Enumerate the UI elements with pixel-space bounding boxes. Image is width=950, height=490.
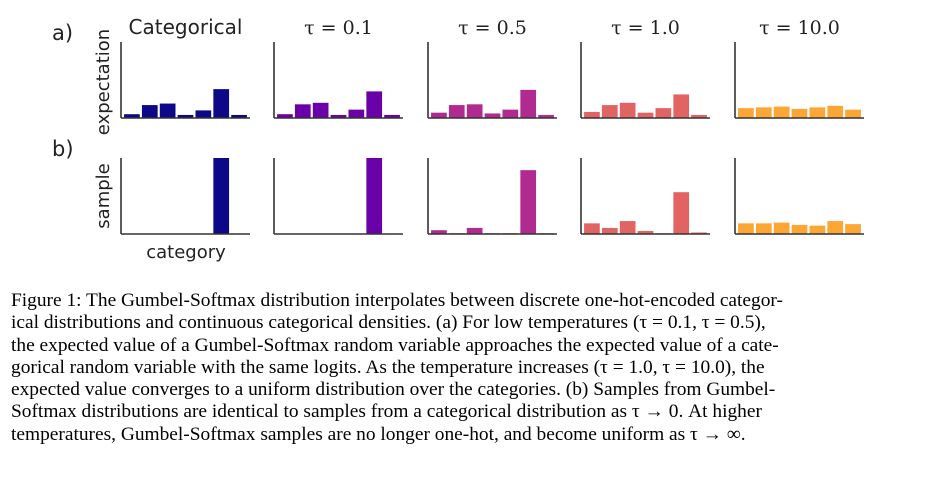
bar-panel <box>580 42 710 119</box>
bar <box>845 109 861 118</box>
gumbel-softmax-figure: a) b) expectation sample category Catego… <box>52 15 864 263</box>
bar-panel <box>734 158 864 235</box>
bar <box>637 230 654 234</box>
column-title: τ = 1.0 <box>611 17 680 39</box>
caption-line: gorical random variable with the same lo… <box>11 356 765 378</box>
bar <box>431 230 447 234</box>
bar <box>584 111 600 118</box>
bar <box>538 114 554 118</box>
bar <box>637 112 654 118</box>
bar <box>619 102 636 118</box>
bar <box>601 227 618 234</box>
bar <box>809 225 826 234</box>
bar <box>431 112 447 118</box>
bar <box>619 221 636 234</box>
bar-panel <box>273 42 403 119</box>
column-title: τ = 0.5 <box>458 17 527 39</box>
column-titles: Categorical τ = 0.1 τ = 0.5 τ = 1.0 τ = 10.0 <box>129 15 840 39</box>
bar-panel <box>120 42 250 119</box>
panels <box>120 42 864 235</box>
bar <box>773 106 790 118</box>
bar <box>827 221 844 234</box>
bar <box>520 89 537 118</box>
bar <box>673 94 690 118</box>
caption-line: Figure 1: The Gumbel-Softmax distributio… <box>11 290 783 311</box>
column-title: Categorical <box>129 15 243 39</box>
bar <box>601 105 618 118</box>
bar <box>277 114 293 118</box>
bar <box>827 105 844 118</box>
ylabel-expectation: expectation <box>93 29 114 135</box>
bar <box>448 105 465 118</box>
bar <box>755 107 772 118</box>
bar <box>502 109 519 118</box>
bar <box>584 223 600 234</box>
bar <box>773 222 790 234</box>
row-label-b: b) <box>52 137 74 161</box>
bar-panel <box>427 42 557 119</box>
bar <box>845 224 861 234</box>
column-title: τ = 0.1 <box>304 17 373 39</box>
bar <box>348 109 365 118</box>
bar <box>755 223 772 234</box>
caption-line: the expected value of a Gumbel-Softmax r… <box>11 334 779 356</box>
ylabel-sample: sample <box>93 163 114 228</box>
bar-panel <box>120 158 250 235</box>
bar <box>384 114 400 118</box>
bar <box>520 170 537 234</box>
bar-panel <box>427 158 557 235</box>
caption-line: ical distributions and continuous catego… <box>11 312 766 334</box>
bar <box>330 114 347 118</box>
bar-panel <box>734 42 864 119</box>
bar <box>231 114 247 118</box>
bar <box>366 158 383 234</box>
bar <box>294 104 311 118</box>
bar-panel <box>580 158 710 235</box>
bar <box>213 158 230 234</box>
bar <box>466 104 483 118</box>
caption-line: expected value converges to a uniform di… <box>11 379 776 401</box>
bar <box>809 107 826 118</box>
bar <box>738 223 754 234</box>
bar <box>141 105 158 118</box>
bar <box>366 91 383 118</box>
bar <box>791 224 808 234</box>
caption-line: temperatures, Gumbel-Softmax samples are… <box>11 423 746 445</box>
bar <box>691 114 707 118</box>
column-title: τ = 10.0 <box>759 17 840 39</box>
bar <box>484 113 501 118</box>
bar <box>466 227 483 234</box>
bar <box>312 102 329 118</box>
bar <box>124 114 140 118</box>
bar <box>673 192 690 234</box>
bar <box>177 114 194 118</box>
figure-caption: Figure 1: The Gumbel-Softmax distributio… <box>11 290 939 446</box>
bar <box>738 108 754 118</box>
bar-panel <box>273 158 403 235</box>
bar <box>159 103 176 118</box>
bar <box>791 108 808 118</box>
bar <box>213 89 230 118</box>
row-label-a: a) <box>52 21 73 45</box>
bar <box>655 108 672 118</box>
bar <box>195 110 212 118</box>
xlabel-category: category <box>146 242 226 263</box>
caption-line: Softmax distributions are identical to s… <box>11 401 762 423</box>
